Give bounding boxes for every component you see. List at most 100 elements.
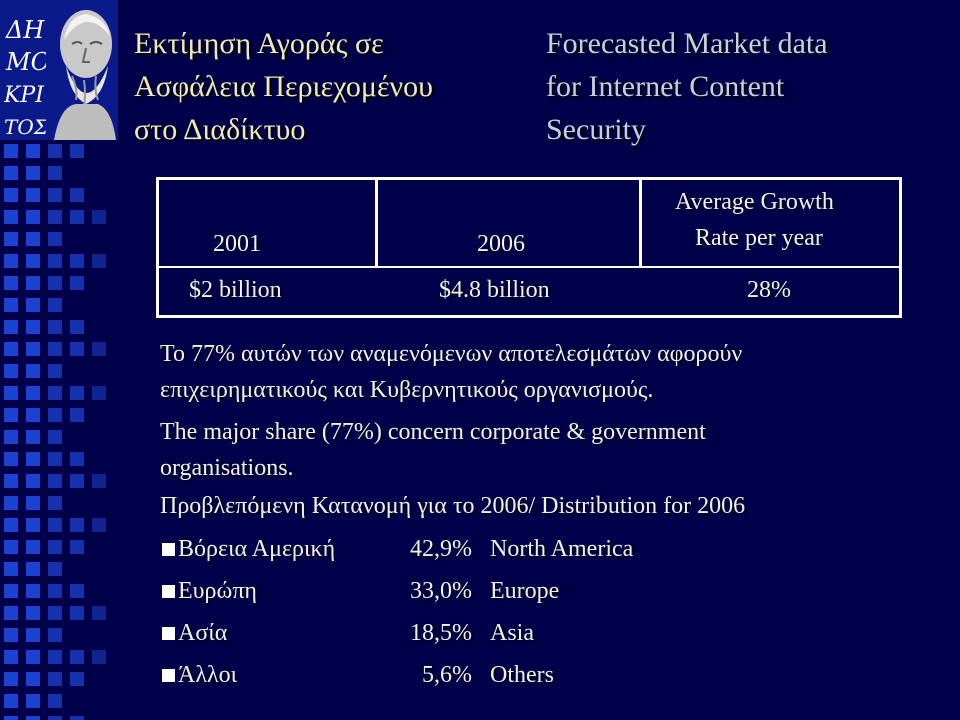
strip-square xyxy=(70,672,84,686)
strip-square xyxy=(4,474,18,488)
header-growth-line: Rate per year xyxy=(695,225,823,251)
strip-square xyxy=(4,716,18,720)
title-english-line: Forecasted Market data xyxy=(546,27,828,60)
strip-square xyxy=(26,430,40,444)
distribution-heading: Προβλεπόμενη Κατανομή για το 2006/ Distr… xyxy=(160,493,746,519)
table-divider xyxy=(639,180,642,268)
strip-square xyxy=(48,276,62,290)
strip-square xyxy=(48,144,62,158)
strip-square xyxy=(48,320,62,334)
strip-square xyxy=(26,188,40,202)
strip-square xyxy=(26,210,40,224)
strip-square xyxy=(26,694,40,708)
strip-square xyxy=(70,386,84,400)
strip-square xyxy=(4,650,18,664)
strip-square xyxy=(70,540,84,554)
region-english: Europe xyxy=(490,578,560,604)
region-share: 33,0% xyxy=(410,578,472,604)
strip-square xyxy=(70,716,84,720)
title-greek: Εκτίμηση Αγοράς σε Ασφάλεια Περιεχομένου… xyxy=(134,22,534,151)
strip-square xyxy=(4,298,18,312)
title-english-line: for Internet Content xyxy=(546,70,785,103)
strip-square xyxy=(70,210,84,224)
value-growth: 28% xyxy=(747,277,791,303)
logo-letter-line: ΜΟ xyxy=(5,48,50,76)
strip-square xyxy=(26,320,40,334)
share-greek-line: επιχειρηματικούς και Κυβερνητικούς οργαν… xyxy=(160,377,654,403)
region-share: 5,6% xyxy=(422,662,472,688)
strip-square xyxy=(4,452,18,466)
strip-square xyxy=(26,342,40,356)
title-greek-line: στο Διαδίκτυο xyxy=(134,113,306,146)
strip-square xyxy=(48,386,62,400)
strip-square xyxy=(48,650,62,664)
strip-square xyxy=(48,210,62,224)
strip-square xyxy=(48,342,62,356)
region-english: Asia xyxy=(490,620,534,646)
strip-square xyxy=(48,496,62,510)
strip-square xyxy=(26,584,40,598)
region-greek: Ευρώπη xyxy=(178,578,257,604)
strip-square xyxy=(70,408,84,422)
strip-square xyxy=(4,694,18,708)
strip-square xyxy=(70,342,84,356)
strip-square xyxy=(26,606,40,620)
strip-square xyxy=(70,650,84,664)
region-greek: Ασία xyxy=(178,620,228,646)
header-growth-line: Average Growth xyxy=(675,189,834,215)
strip-square xyxy=(26,540,40,554)
strip-square xyxy=(26,562,40,576)
bullet-icon xyxy=(162,627,175,640)
strip-square xyxy=(70,254,84,268)
strip-square xyxy=(26,716,40,720)
strip-square xyxy=(92,650,106,664)
region-greek: Βόρεια Αμερική xyxy=(178,536,336,562)
strip-square xyxy=(48,232,62,246)
strip-square xyxy=(4,254,18,268)
strip-square xyxy=(48,364,62,378)
strip-square xyxy=(26,232,40,246)
logo-letters: ΔΗ ΜΟ ΚΡΙ ΤΟΣ xyxy=(4,16,50,139)
value-2001: $2 billion xyxy=(189,277,282,303)
strip-square xyxy=(70,276,84,290)
logo-letter-line: ΔΗ xyxy=(5,16,45,44)
strip-square xyxy=(4,342,18,356)
strip-square xyxy=(4,166,18,180)
democritus-bust-icon xyxy=(46,0,118,140)
strip-square xyxy=(92,386,106,400)
share-greek-line: Το 77% αυτών των αναμενόμενων αποτελεσμά… xyxy=(160,341,743,367)
strip-square xyxy=(4,144,18,158)
distribution-row: Βόρεια Αμερική 42,9% North America xyxy=(160,531,720,567)
strip-square xyxy=(26,254,40,268)
bullet-icon xyxy=(162,543,175,556)
strip-square xyxy=(26,474,40,488)
strip-square xyxy=(92,210,106,224)
strip-square xyxy=(26,518,40,532)
strip-square xyxy=(4,584,18,598)
title-english: Forecasted Market data for Internet Cont… xyxy=(546,22,946,151)
region-greek: Άλλοι xyxy=(178,662,238,688)
strip-square xyxy=(48,716,62,720)
share-description: Το 77% αυτών των αναμενόμενων αποτελεσμά… xyxy=(160,336,950,486)
title-english-line: Security xyxy=(546,113,646,146)
strip-square xyxy=(70,188,84,202)
strip-square xyxy=(4,386,18,400)
decorative-squares-strip xyxy=(0,140,118,720)
strip-square xyxy=(48,254,62,268)
strip-square xyxy=(26,144,40,158)
strip-square xyxy=(26,496,40,510)
logo-letter-line: ΤΟΣ xyxy=(4,115,49,139)
strip-square xyxy=(70,518,84,532)
strip-square xyxy=(48,540,62,554)
strip-square xyxy=(26,276,40,290)
strip-square xyxy=(92,606,106,620)
strip-square xyxy=(70,606,84,620)
table-divider xyxy=(375,180,378,268)
strip-square xyxy=(26,650,40,664)
strip-square xyxy=(4,408,18,422)
strip-square xyxy=(92,254,106,268)
value-2006: $4.8 billion xyxy=(439,277,550,303)
strip-square xyxy=(48,430,62,444)
distribution-row: Ασία 18,5% Asia xyxy=(160,615,720,651)
strip-square xyxy=(26,408,40,422)
